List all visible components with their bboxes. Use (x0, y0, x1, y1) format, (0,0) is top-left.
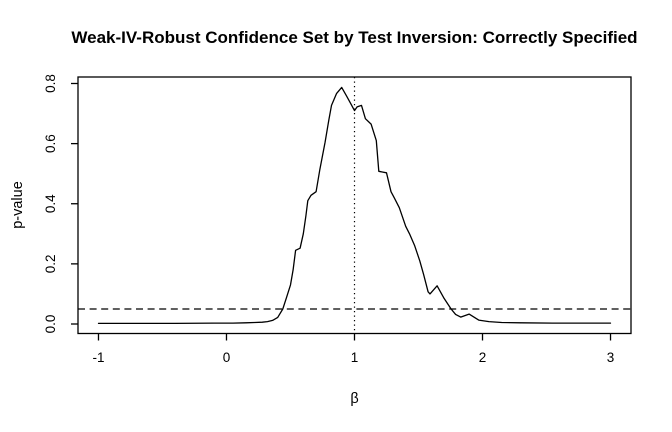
y-tick-label: 0.8 (43, 74, 58, 93)
y-tick-label: 0.2 (43, 254, 58, 273)
y-axis-label: p-value (10, 181, 26, 229)
x-tick-label: 0 (223, 350, 231, 365)
x-tick-label: -1 (92, 350, 104, 365)
plot-box (77, 76, 632, 335)
chart-title: Weak-IV-Robust Confidence Set by Test In… (71, 28, 637, 47)
x-axis-ticks: -1 0 1 2 3 (92, 333, 615, 365)
x-tick-label: 1 (351, 350, 359, 365)
y-tick-label: 0.4 (43, 194, 58, 213)
pvalue-curve (97, 86, 612, 325)
x-tick-label: 2 (479, 350, 487, 365)
y-tick-label: 0.6 (43, 134, 58, 153)
reference-lines (78, 77, 631, 334)
y-axis-ticks: 0.0 0.2 0.4 0.6 0.8 (43, 74, 78, 333)
x-axis-label: β (350, 391, 358, 407)
y-tick-label: 0.0 (43, 315, 58, 334)
x-tick-label: 3 (607, 350, 615, 365)
